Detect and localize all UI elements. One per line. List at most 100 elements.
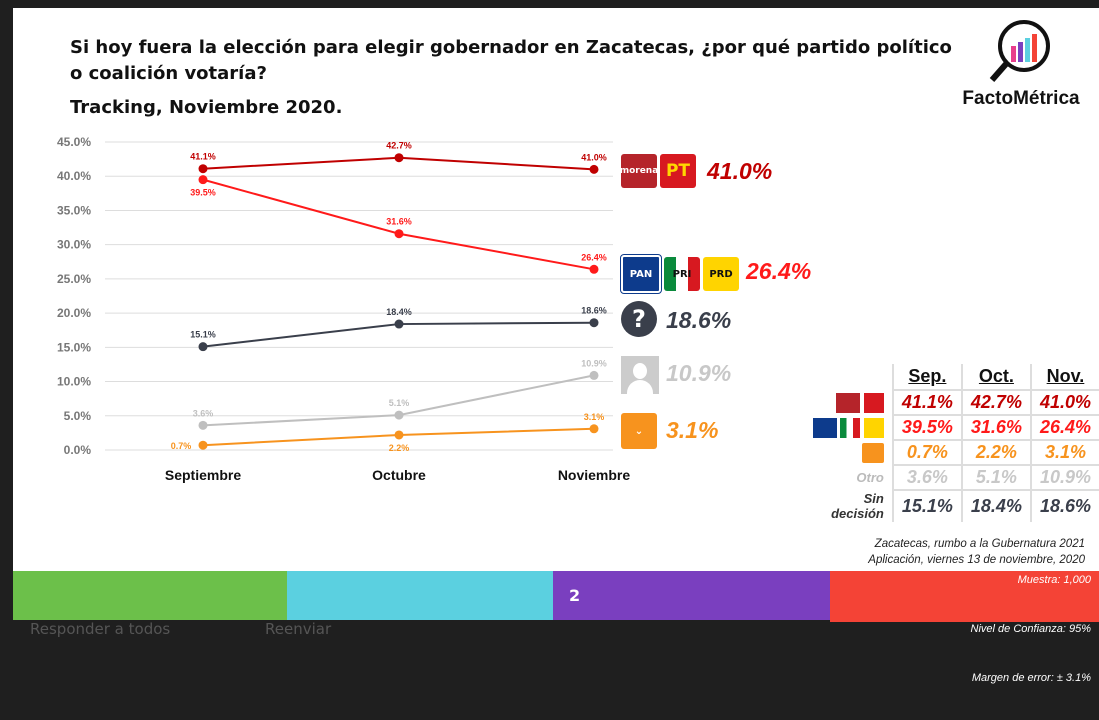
note-line1: Zacatecas, rumbo a la Gubernatura 2021 — [874, 538, 1085, 550]
muestra: Muestra: 1,000 — [1017, 574, 1091, 586]
end-value-sin-decision: 18.6% — [666, 307, 732, 333]
table-row: Otro 3.6% 5.1% 10.9% — [800, 464, 1099, 490]
y-tick-label: 35.0% — [57, 203, 91, 217]
footer-bar: 2 Muestra: 1,000 Nivel de Confianza: 95%… — [13, 571, 1099, 684]
data-point-movimiento-ciudadano — [394, 430, 404, 440]
badge-otro — [621, 356, 659, 394]
data-point-pan-pri-prd — [589, 264, 599, 274]
forward-button[interactable]: Reenviar — [265, 620, 332, 638]
end-value-morena-pt: 41.0% — [707, 158, 773, 184]
data-label-sin-decision: 15.1% — [190, 330, 216, 340]
data-label-morena-pt: 41.1% — [190, 152, 216, 162]
cell: 41.1% — [891, 389, 962, 415]
data-label-sin-decision: 18.4% — [386, 307, 412, 317]
cell: 41.0% — [1029, 389, 1099, 415]
footer-red: Muestra: 1,000 Nivel de Confianza: 95% M… — [830, 571, 1099, 684]
y-tick-label: 10.0% — [57, 375, 91, 389]
col-sep: Sep. — [891, 364, 962, 390]
question-icon: ? — [621, 301, 657, 337]
cell: 5.1% — [960, 464, 1031, 490]
mc-logo-small — [861, 442, 884, 463]
title-line1: Si hoy fuera la elección para elegir gob… — [70, 37, 952, 58]
cell: 3.1% — [1029, 439, 1099, 465]
data-label-pan-pri-prd: 26.4% — [581, 252, 607, 262]
title-line2: o coalición votaría? — [70, 63, 267, 84]
mc-eagle-icon: ⌄ — [621, 413, 657, 449]
table-row: 41.1% 42.7% 41.0% — [800, 389, 1099, 415]
data-point-sin-decision — [589, 318, 599, 328]
cell: 10.9% — [1029, 464, 1099, 490]
cell: 31.6% — [960, 414, 1031, 440]
cell: 2.2% — [960, 439, 1031, 465]
row-label-otro: Otro — [856, 470, 884, 485]
data-point-pan-pri-prd — [198, 175, 208, 185]
pan-logo: PAN — [620, 254, 662, 294]
reply-all-button[interactable]: Responder a todos — [30, 620, 171, 638]
data-point-morena-pt — [198, 164, 208, 174]
pt-logo: PT — [660, 154, 696, 188]
y-tick-label: 45.0% — [57, 135, 91, 149]
pan-logo-small — [812, 417, 837, 438]
badge-pan-pri-prd: PAN PRI PRD — [620, 254, 739, 294]
data-point-otro — [394, 410, 404, 420]
end-value-pan-pri-prd: 26.4% — [746, 258, 812, 284]
cell: 42.7% — [960, 389, 1031, 415]
magnifier-chart-icon — [989, 20, 1050, 82]
y-tick-label: 20.0% — [57, 306, 91, 320]
cell: 18.6% — [1029, 489, 1099, 522]
data-label-movimiento-ciudadano: 0.7% — [171, 441, 192, 451]
pri-logo: PRI — [664, 257, 700, 291]
data-point-morena-pt — [589, 164, 599, 174]
x-tick-label: Noviembre — [558, 467, 631, 483]
cell: 26.4% — [1029, 414, 1099, 440]
data-label-movimiento-ciudadano: 3.1% — [584, 412, 605, 422]
logo-text: FactoMétrica — [962, 88, 1080, 109]
data-label-otro: 3.6% — [193, 408, 214, 418]
data-point-movimiento-ciudadano — [198, 440, 208, 450]
morena-logo-small — [836, 392, 861, 413]
table-row: 0.7% 2.2% 3.1% — [800, 439, 1099, 465]
pri-logo-small — [840, 417, 861, 438]
prd-logo: PRD — [703, 257, 739, 291]
data-point-sin-decision — [198, 342, 208, 352]
cell: 18.4% — [960, 489, 1031, 522]
cell: 3.6% — [891, 464, 962, 490]
subtitle: Tracking, Noviembre 2020. — [70, 97, 343, 118]
line-chart: 0.0% 5.0% 10.0% 15.0% 20.0% 25.0% 30.0% 35.0% 40… — [57, 135, 631, 483]
row-label-sin-decision: Sin decisión — [831, 491, 884, 521]
morena-logo: morena — [620, 154, 658, 188]
data-label-morena-pt: 42.7% — [386, 141, 412, 151]
end-value-mc: 3.1% — [666, 417, 719, 443]
slide: Si hoy fuera la elección para elegir gob… — [13, 8, 1099, 684]
y-tick-label: 40.0% — [57, 169, 91, 183]
data-label-pan-pri-prd: 31.6% — [386, 217, 412, 227]
pt-logo-small — [863, 392, 884, 413]
badge-mc: ⌄ — [621, 413, 657, 449]
col-oct: Oct. — [960, 364, 1031, 390]
cell: 0.7% — [891, 439, 962, 465]
y-tick-label: 25.0% — [57, 272, 91, 286]
data-point-sin-decision — [394, 319, 404, 329]
y-tick-label: 30.0% — [57, 238, 91, 252]
x-tick-label: Septiembre — [165, 467, 241, 483]
end-value-otro: 10.9% — [666, 360, 732, 386]
badge-sin-decision: ? — [621, 301, 657, 337]
data-point-otro — [198, 420, 208, 430]
data-label-otro: 10.9% — [581, 358, 607, 368]
data-label-morena-pt: 41.0% — [581, 152, 607, 162]
y-tick-label: 0.0% — [64, 443, 92, 457]
data-label-movimiento-ciudadano: 2.2% — [389, 443, 410, 453]
y-tick-label: 15.0% — [57, 340, 91, 354]
footer-green — [13, 571, 287, 620]
page-number: 2 — [553, 571, 830, 620]
summary-table: Sep. Oct. Nov. 41.1% 42.7% 41.0% 39.5% 31.6… — [800, 364, 1099, 522]
x-tick-label: Octubre — [372, 467, 426, 483]
confianza: Nivel de Confianza: 95% — [970, 623, 1091, 635]
person-placeholder-icon — [621, 356, 659, 394]
data-point-movimiento-ciudadano — [589, 424, 599, 434]
data-point-otro — [589, 370, 599, 380]
footer-cyan — [287, 571, 553, 620]
col-nov: Nov. — [1029, 364, 1099, 390]
data-label-pan-pri-prd: 39.5% — [190, 188, 216, 198]
cell: 15.1% — [891, 489, 962, 522]
